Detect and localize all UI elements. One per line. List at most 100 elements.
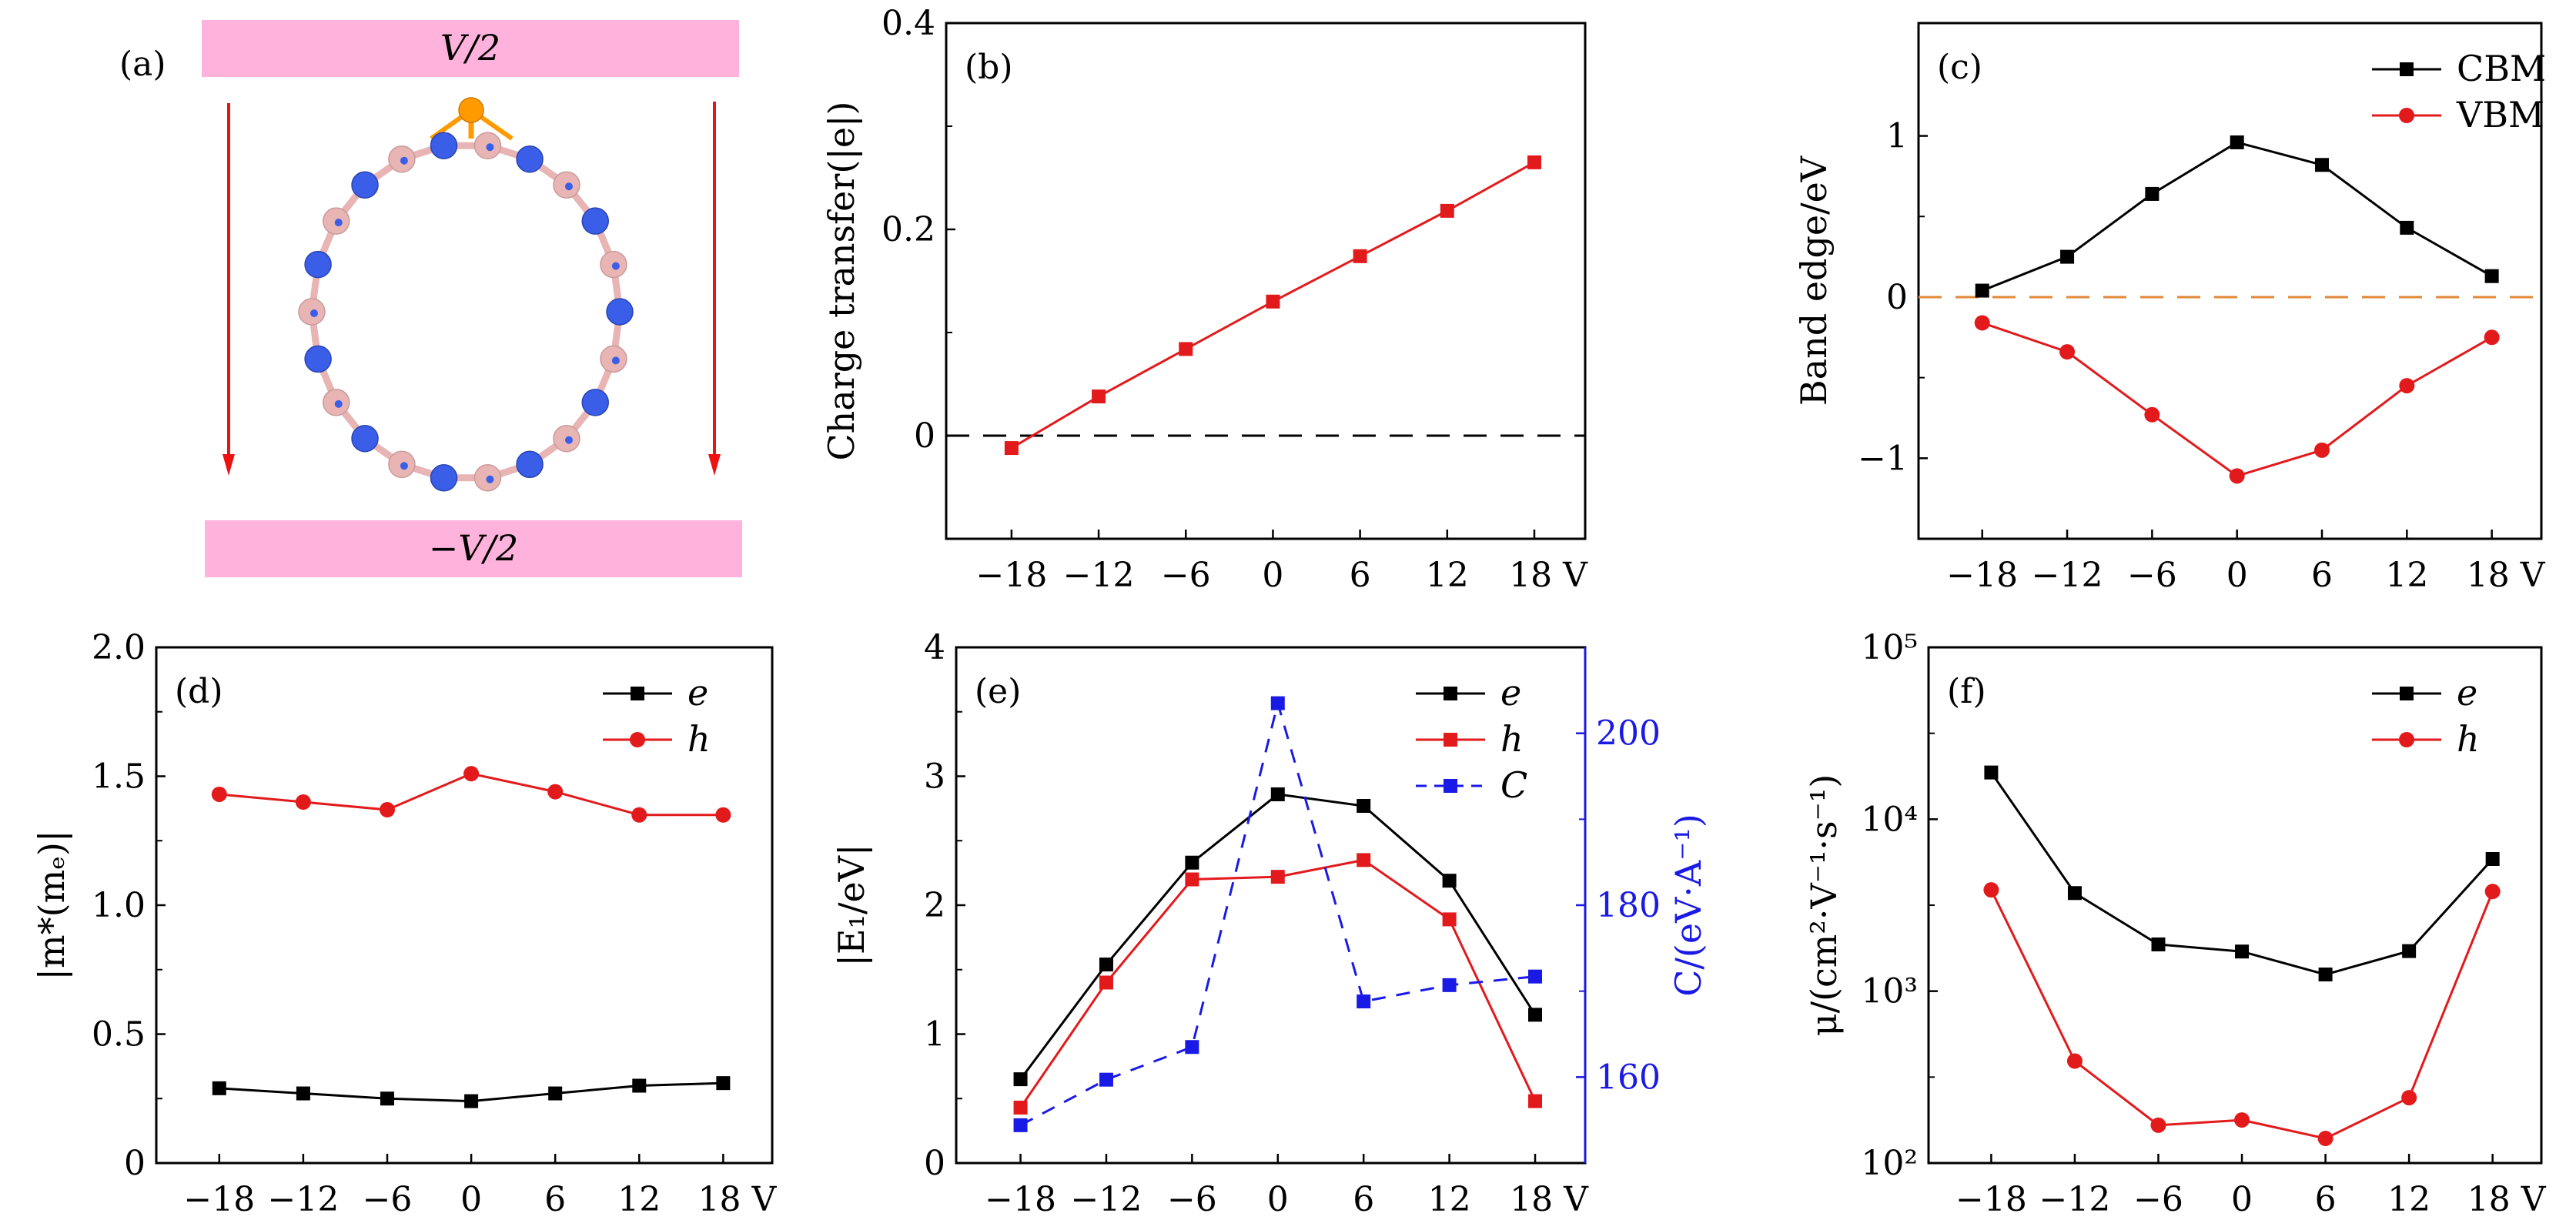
y-axis-label: |m*(mₑ)| (31, 831, 72, 981)
legend-marker-h (1444, 733, 1457, 747)
panel-a: (a) V/2 −V/2 (119, 20, 742, 577)
y2-tick-label: 200 (1596, 714, 1661, 754)
y-tick-label: 1 (1886, 117, 1908, 156)
atom-highlight (564, 436, 573, 444)
data-point-VBM (2059, 344, 2076, 360)
y-axis-label: |E₁/eV| (831, 844, 872, 967)
y-tick-label: 0 (914, 416, 935, 456)
nanotube-structure (298, 97, 634, 492)
legend-label-h: h (2457, 718, 2480, 760)
atom-highlight (442, 143, 450, 152)
data-point-h (1528, 1094, 1543, 1108)
atom-highlight (486, 475, 494, 483)
data-point-Charge transfer (1440, 203, 1454, 218)
y-tick-label: 10⁵ (1861, 628, 1918, 667)
data-point-h (1013, 1100, 1028, 1115)
data-point-h (211, 786, 227, 802)
data-point-h (2484, 884, 2501, 900)
y-tick-label: 10⁴ (1861, 800, 1918, 839)
legend-label-e: e (2457, 672, 2477, 714)
data-point-h (1357, 853, 1371, 867)
data-point-C (1013, 1118, 1028, 1132)
atom-highlight (316, 262, 325, 270)
legend-marker-h (2399, 732, 2414, 747)
data-point-e (1099, 958, 1113, 972)
bottom-plate-label: −V/2 (429, 527, 519, 569)
data-point-C (1528, 969, 1543, 984)
y-tick-label: 4 (924, 628, 945, 667)
data-point-e (1270, 787, 1285, 801)
legend-marker-VBM (2399, 108, 2414, 123)
y-axis-label: Band edge/eV (1793, 155, 1835, 406)
atom-highlight (564, 182, 573, 191)
x-tick-label: −18 (1955, 1180, 2027, 1219)
data-point-e (464, 1094, 479, 1108)
data-point-h (1099, 975, 1113, 990)
y-tick-label: 0 (124, 1144, 146, 1183)
panel-a-label: (a) (119, 45, 166, 84)
x-tick-label: 18 V (698, 1180, 777, 1219)
data-point-e (1357, 799, 1371, 814)
y-tick-label: 0 (1886, 278, 1908, 317)
data-point-Charge transfer (1004, 441, 1019, 456)
atom-highlight (334, 399, 343, 408)
data-point-h (715, 807, 731, 823)
y-tick-label: 10³ (1861, 972, 1918, 1011)
y-axis-label: Charge transfer(|e|) (821, 101, 862, 460)
data-point-VBM (1974, 315, 1990, 331)
atom-highlight (363, 182, 372, 191)
legend-label-h: h (1500, 718, 1524, 760)
y2-tick-label: 160 (1596, 1058, 1661, 1097)
legend-label-VBM: VBM (2456, 94, 2544, 135)
data-point-h (1185, 872, 1199, 887)
x-tick-label: 6 (544, 1180, 566, 1219)
data-point-h (1983, 882, 1999, 898)
x-tick-label: −12 (267, 1180, 339, 1219)
atom-highlight (400, 156, 408, 165)
x-tick-label: 12 (2387, 1180, 2430, 1219)
y-tick-label: 2 (924, 886, 945, 925)
data-point-e (548, 1086, 563, 1101)
x-tick-label: 18 V (1510, 1180, 1589, 1219)
data-point-C (1442, 978, 1457, 992)
data-point-CBM (2145, 186, 2159, 201)
data-point-h (2066, 1053, 2083, 1069)
x-tick-label: −12 (2032, 556, 2103, 595)
x-tick-label: −18 (975, 556, 1047, 595)
plot-frame (1917, 22, 2543, 540)
y2-tick-label: 180 (1596, 886, 1661, 925)
data-point-Charge transfer (1179, 342, 1193, 356)
legend-marker-h (630, 732, 645, 747)
data-point-CBM (2060, 249, 2075, 264)
y-tick-label: 0.4 (882, 4, 935, 43)
atom-highlight (528, 156, 537, 165)
data-point-e (2235, 944, 2250, 959)
plot-frame (945, 22, 1587, 540)
x-tick-label: −6 (2127, 556, 2177, 595)
panel-label: (c) (1937, 48, 1982, 87)
data-point-h (463, 766, 480, 782)
y-tick-label: 1 (924, 1015, 945, 1055)
data-point-e (632, 1078, 647, 1093)
data-point-VBM (2229, 468, 2245, 484)
y-tick-label: 1.0 (92, 886, 146, 925)
legend-marker-C (1444, 779, 1457, 793)
atom-highlight (594, 399, 602, 408)
series-line-h (1990, 889, 2494, 1140)
data-point-CBM (2230, 135, 2244, 149)
x-tick-label: 6 (1350, 556, 1371, 595)
data-point-e (2151, 937, 2166, 951)
data-point-e (1442, 874, 1457, 888)
x-tick-label: −6 (363, 1180, 413, 1219)
data-point-h (1442, 912, 1457, 927)
x-tick-label: 6 (1353, 1180, 1374, 1219)
data-point-e (2485, 852, 2500, 867)
data-point-CBM (1975, 283, 1989, 298)
data-point-VBM (2314, 442, 2330, 458)
panel-f: (f) −18 −12 −6 0 6 12 18 V 10² 10³ 10⁴ 10⁵ μ/(cm²·V⁻… (1803, 628, 2547, 1219)
x-tick-label: 0 (1267, 1180, 1289, 1219)
data-point-e (2067, 886, 2082, 901)
y-tick-label: −1 (1858, 439, 1908, 478)
legend-label-h: h (687, 718, 711, 760)
data-point-e (1013, 1072, 1028, 1087)
